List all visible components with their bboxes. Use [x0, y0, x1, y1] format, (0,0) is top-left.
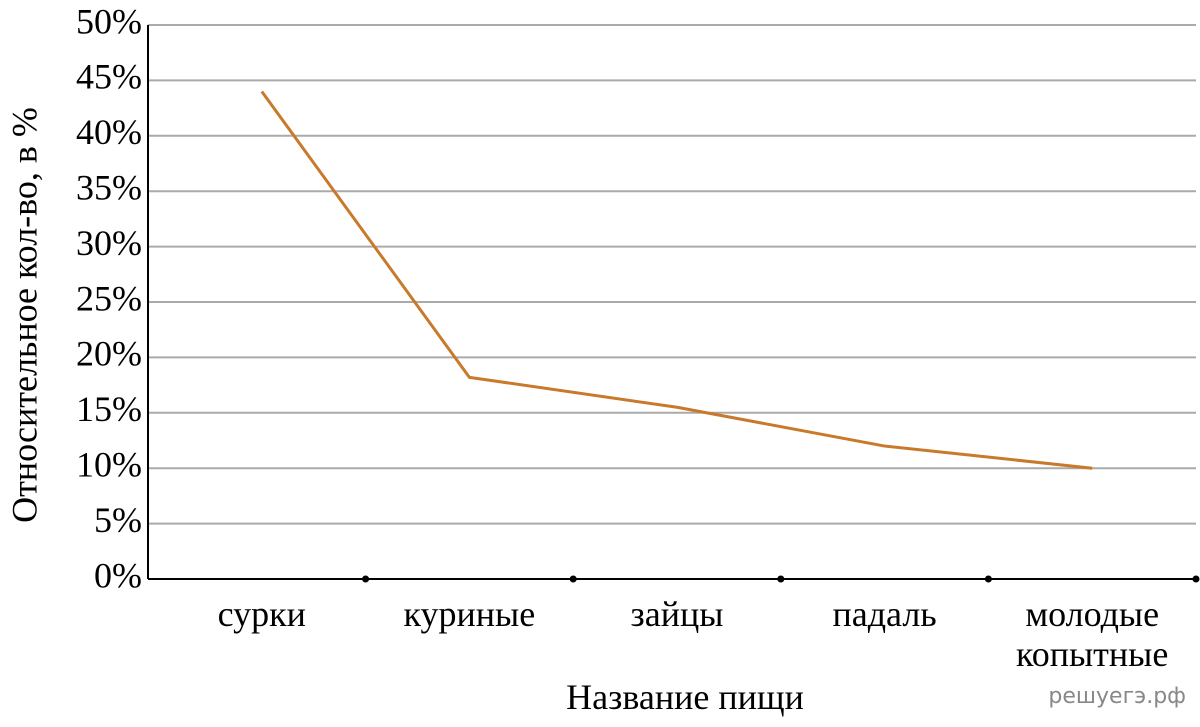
- y-tick-label: 45%: [76, 57, 142, 97]
- x-tick-label: зайцы: [630, 594, 724, 634]
- watermark: решуегэ.рф: [1048, 684, 1186, 709]
- x-tick-dot: [362, 575, 370, 583]
- y-tick-label: 50%: [76, 1, 142, 41]
- y-tick-label: 25%: [76, 278, 142, 318]
- line-series: [260, 90, 1093, 470]
- y-tick-label: 40%: [76, 112, 142, 152]
- y-tick-label: 15%: [76, 389, 142, 429]
- x-tick-dot: [569, 575, 577, 583]
- y-tick-label: 10%: [76, 444, 142, 484]
- y-tick-label: 35%: [76, 167, 142, 207]
- y-tick-label: 20%: [76, 334, 142, 374]
- x-tick-dot: [984, 575, 992, 583]
- y-tick-label: 5%: [94, 500, 142, 540]
- x-tick-label: молодые копытные: [1016, 594, 1169, 674]
- x-tick-label: сурки: [217, 594, 306, 634]
- x-tick-dot: [777, 575, 785, 583]
- x-axis-label: Название пищи: [566, 677, 804, 717]
- y-tick-label: 0%: [94, 555, 142, 595]
- y-axis-label: Относительное кол-во, в %: [4, 107, 44, 523]
- x-tick-label: падаль: [832, 594, 937, 634]
- x-tick-label: куриные: [403, 594, 536, 634]
- x-tick-dot: [1192, 575, 1200, 583]
- y-tick-label: 30%: [76, 223, 142, 263]
